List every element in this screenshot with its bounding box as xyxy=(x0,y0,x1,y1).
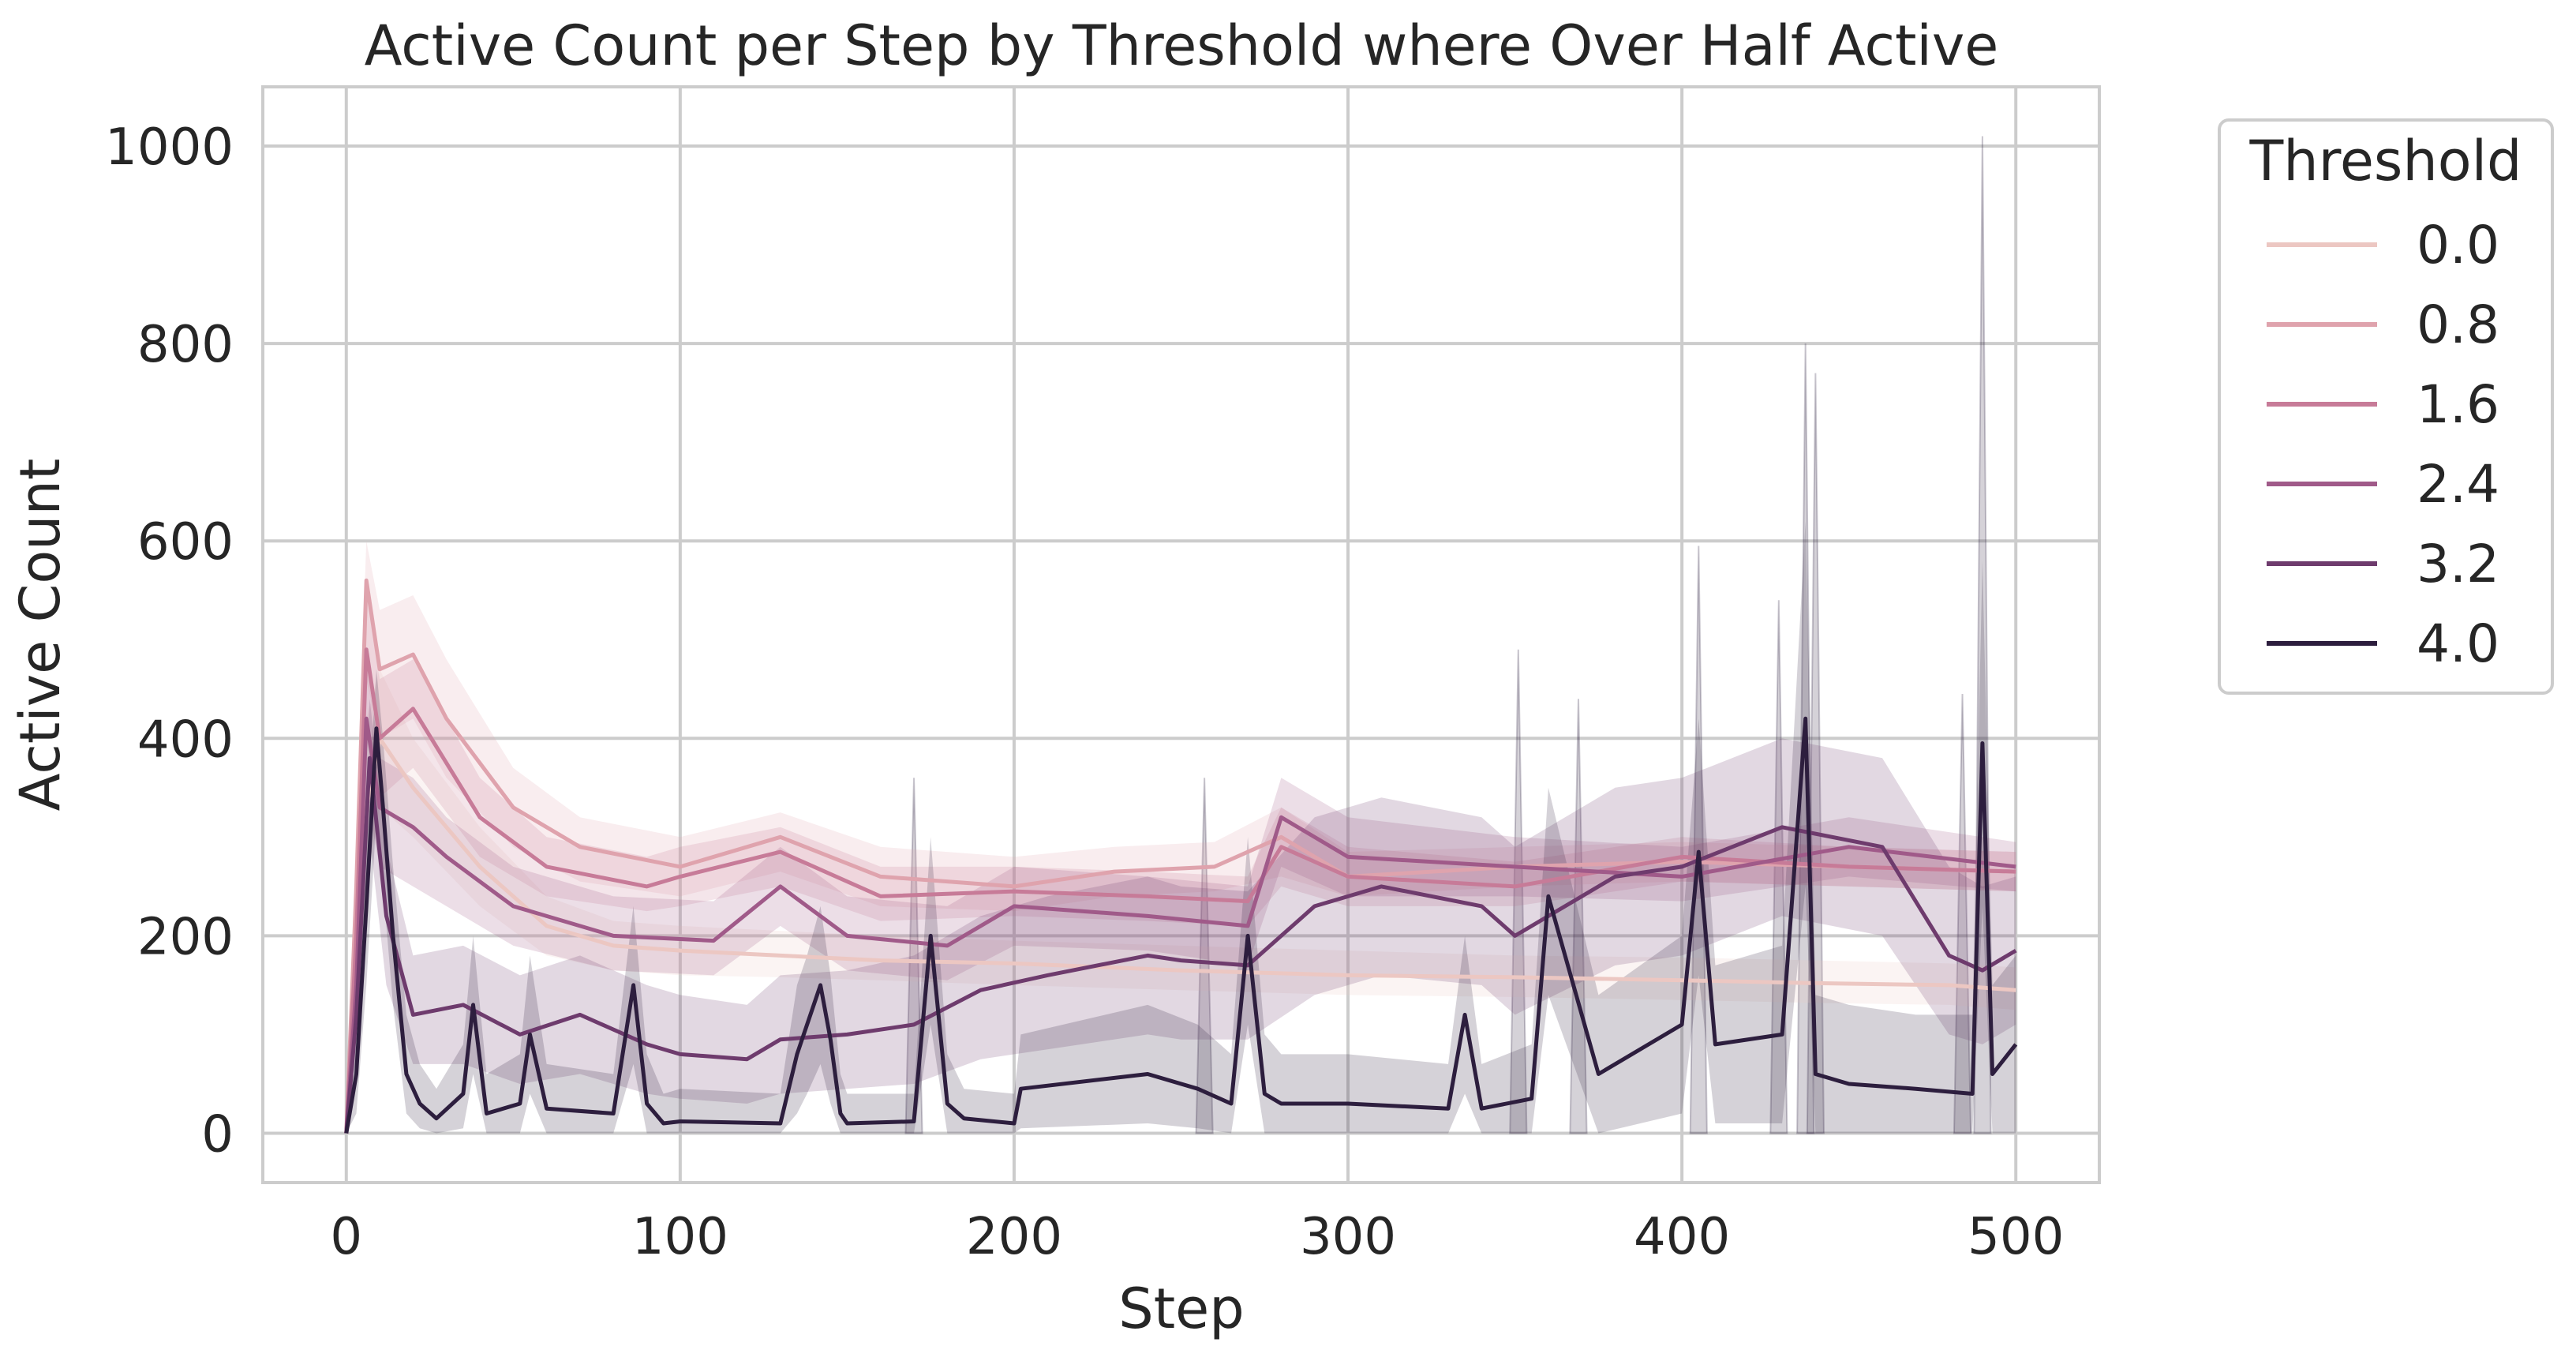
series-line-1.6 xyxy=(344,647,2016,1134)
x-tick-label: 400 xyxy=(1634,1208,1730,1266)
band-spike xyxy=(1689,546,1708,1134)
band-spike xyxy=(904,778,923,1134)
series-line-0.8 xyxy=(344,578,2016,1134)
legend-box xyxy=(2218,118,2554,695)
chart-title: Active Count per Step by Threshold where… xyxy=(365,13,1999,78)
legend-label-2.4: 2.4 xyxy=(2417,454,2499,515)
band-0.8 xyxy=(346,541,2016,1134)
band-3.2 xyxy=(346,699,2016,1134)
x-tick-labels: 0 100 200 300 400 500 xyxy=(330,1208,2064,1266)
band-spike xyxy=(1195,778,1214,1134)
x-axis-label: Step xyxy=(1118,1277,1244,1341)
y-tick-label: 1000 xyxy=(105,118,234,177)
y-tick-label: 200 xyxy=(137,908,234,966)
x-tick-label: 300 xyxy=(1300,1208,1396,1266)
gridlines xyxy=(263,87,2099,1183)
legend-label-0.0: 0.0 xyxy=(2417,215,2499,276)
legend-label-0.8: 0.8 xyxy=(2417,294,2499,355)
series-line-2.4 xyxy=(344,716,2016,1134)
x-tick-label: 500 xyxy=(1968,1208,2064,1266)
x-tick-label: 100 xyxy=(632,1208,728,1266)
legend-title: Threshold xyxy=(2249,129,2522,193)
x-tick-label: 200 xyxy=(966,1208,1062,1266)
y-tick-label: 600 xyxy=(137,513,234,572)
band-spike xyxy=(1953,694,1972,1134)
legend-label-1.6: 1.6 xyxy=(2417,374,2499,435)
y-tick-labels: 0 200 400 600 800 1000 xyxy=(105,118,234,1164)
legend-label-3.2: 3.2 xyxy=(2417,534,2499,594)
y-tick-label: 0 xyxy=(201,1105,234,1164)
y-tick-label: 400 xyxy=(137,710,234,769)
plot-area xyxy=(261,85,2101,1184)
y-tick-label: 800 xyxy=(137,316,234,374)
band-4.0 xyxy=(346,521,2016,1134)
y-axis-label: Active Count xyxy=(8,459,73,812)
series-lines xyxy=(344,578,2018,1134)
legend-label-4.0: 4.0 xyxy=(2417,613,2499,674)
band-spike xyxy=(1509,649,1528,1134)
series-line-4.0 xyxy=(344,716,2018,1134)
x-tick-label: 0 xyxy=(330,1208,362,1266)
legend: Threshold 0.0 0.8 1.6 2.4 3.2 4.0 xyxy=(2218,118,2554,695)
